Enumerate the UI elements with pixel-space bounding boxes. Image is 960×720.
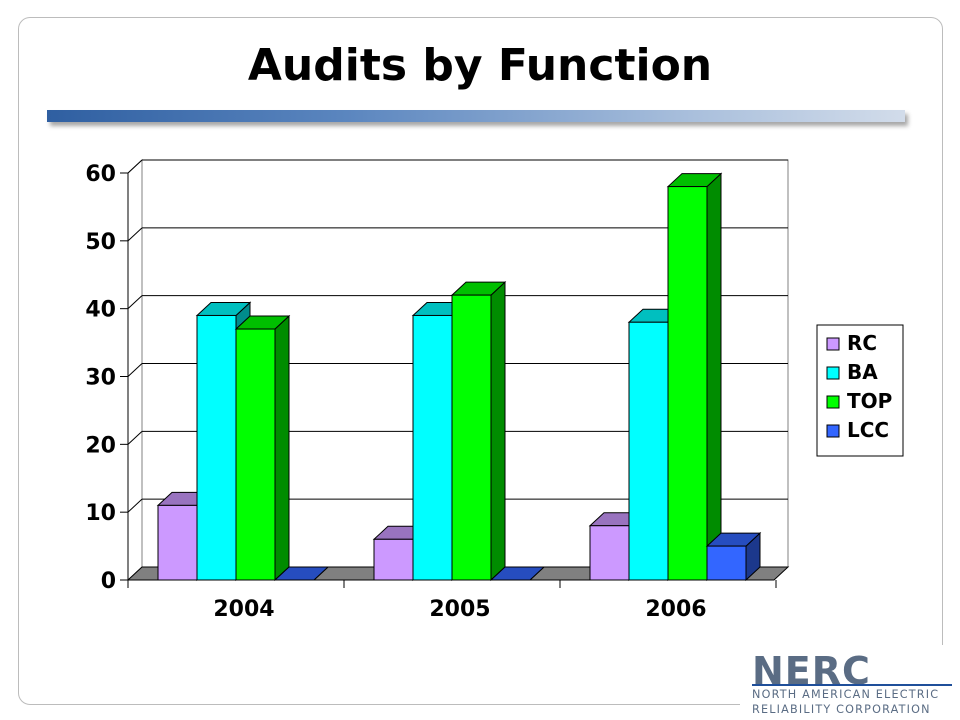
gridline-depth (127, 295, 143, 310)
nerc-logo-wordmark: NERC (752, 649, 871, 693)
legend-swatch-lcc (826, 424, 840, 438)
x-tick-label: 2006 (645, 597, 706, 622)
bar-side-top (490, 280, 506, 582)
bar-side-top (706, 172, 722, 582)
y-tick-label: 40 (85, 298, 116, 323)
y-tick-label: 30 (85, 366, 116, 391)
gridline-depth (127, 430, 143, 445)
logo-line-1: NORTH AMERICAN ELECTRIC (752, 688, 940, 701)
logo-line-2: RELIABILITY CORPORATION (752, 703, 931, 716)
bar-top (451, 294, 492, 581)
bar-rc (157, 504, 198, 581)
title-underline-bar (47, 110, 905, 122)
legend-label-ba: BA (847, 360, 878, 384)
logo-area (740, 645, 960, 720)
bar-rc (373, 538, 414, 581)
y-tick-label: 10 (85, 501, 116, 526)
gridline-depth (127, 363, 143, 377)
legend-swatch-rc (826, 337, 840, 351)
y-tick-label: 20 (85, 433, 116, 458)
slide-title: Audits by Function (247, 40, 713, 91)
y-tick-label: 50 (85, 230, 116, 255)
bar-ba (628, 321, 669, 581)
legend-label-rc: RC (847, 331, 877, 355)
logo-divider (752, 684, 952, 686)
legend-swatch-top (826, 395, 840, 409)
x-tick-label: 2005 (429, 597, 490, 622)
bar-ba (412, 314, 453, 581)
x-tick-label: 2004 (213, 597, 274, 622)
bar-lcc (706, 545, 747, 581)
bar-rc (589, 525, 630, 581)
gridline-depth (127, 498, 143, 513)
bar-ba (196, 314, 237, 581)
bar-top (235, 328, 276, 581)
gridline-depth (127, 227, 143, 242)
bar-top (667, 186, 708, 581)
legend-swatch-ba (826, 366, 840, 380)
y-tick-label: 0 (101, 569, 116, 594)
legend-label-lcc: LCC (847, 418, 889, 442)
y-tick-label: 60 (85, 162, 116, 187)
legend-label-top: TOP (847, 389, 892, 413)
bar-side-top (274, 314, 290, 582)
gridline-depth (127, 159, 143, 174)
